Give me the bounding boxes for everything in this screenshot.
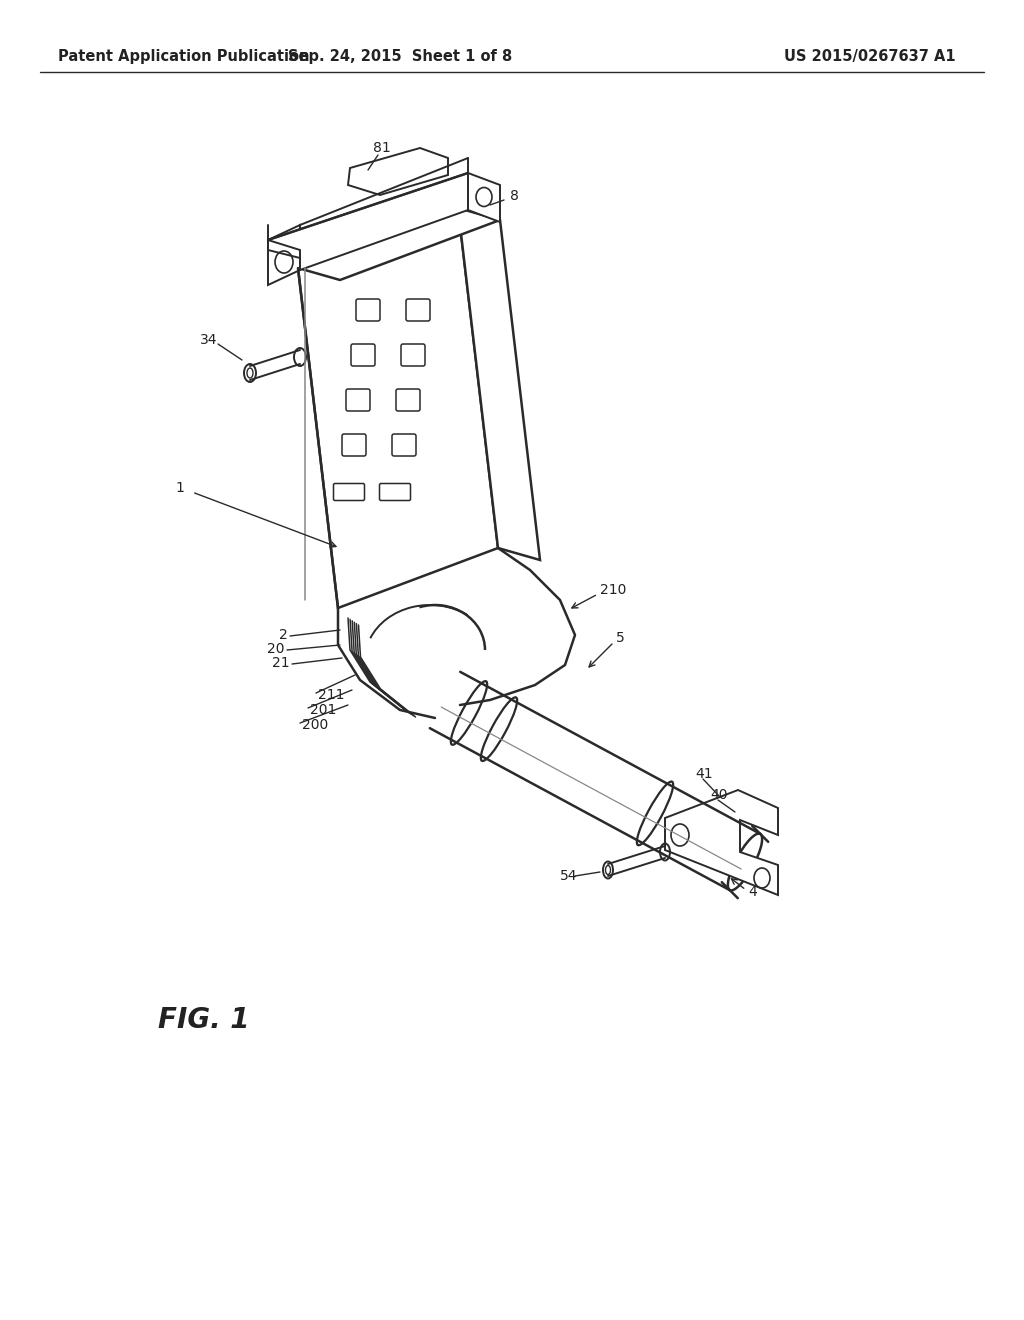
Polygon shape [468, 173, 500, 222]
Text: 40: 40 [710, 788, 727, 803]
Text: 54: 54 [560, 869, 578, 883]
Text: US 2015/0267637 A1: US 2015/0267637 A1 [784, 49, 955, 65]
Text: 5: 5 [616, 631, 625, 645]
Polygon shape [298, 209, 500, 280]
Polygon shape [348, 148, 449, 195]
Text: Patent Application Publication: Patent Application Publication [58, 49, 309, 65]
Polygon shape [458, 209, 540, 560]
Polygon shape [268, 224, 300, 285]
Polygon shape [665, 789, 778, 895]
Text: 4: 4 [748, 884, 757, 899]
Text: 211: 211 [318, 688, 344, 702]
Text: 200: 200 [302, 718, 329, 733]
Text: 8: 8 [510, 189, 519, 203]
Text: 2: 2 [280, 628, 288, 642]
Text: 34: 34 [200, 333, 217, 347]
Text: 1: 1 [175, 480, 184, 495]
Text: FIG. 1: FIG. 1 [158, 1006, 250, 1034]
Text: 210: 210 [600, 583, 627, 597]
Polygon shape [268, 173, 468, 271]
Text: 41: 41 [695, 767, 713, 781]
Text: 21: 21 [272, 656, 290, 671]
Text: Sep. 24, 2015  Sheet 1 of 8: Sep. 24, 2015 Sheet 1 of 8 [288, 49, 512, 65]
Text: 201: 201 [310, 704, 336, 717]
Polygon shape [298, 209, 498, 609]
Text: 20: 20 [267, 642, 285, 656]
Text: 81: 81 [373, 141, 391, 154]
